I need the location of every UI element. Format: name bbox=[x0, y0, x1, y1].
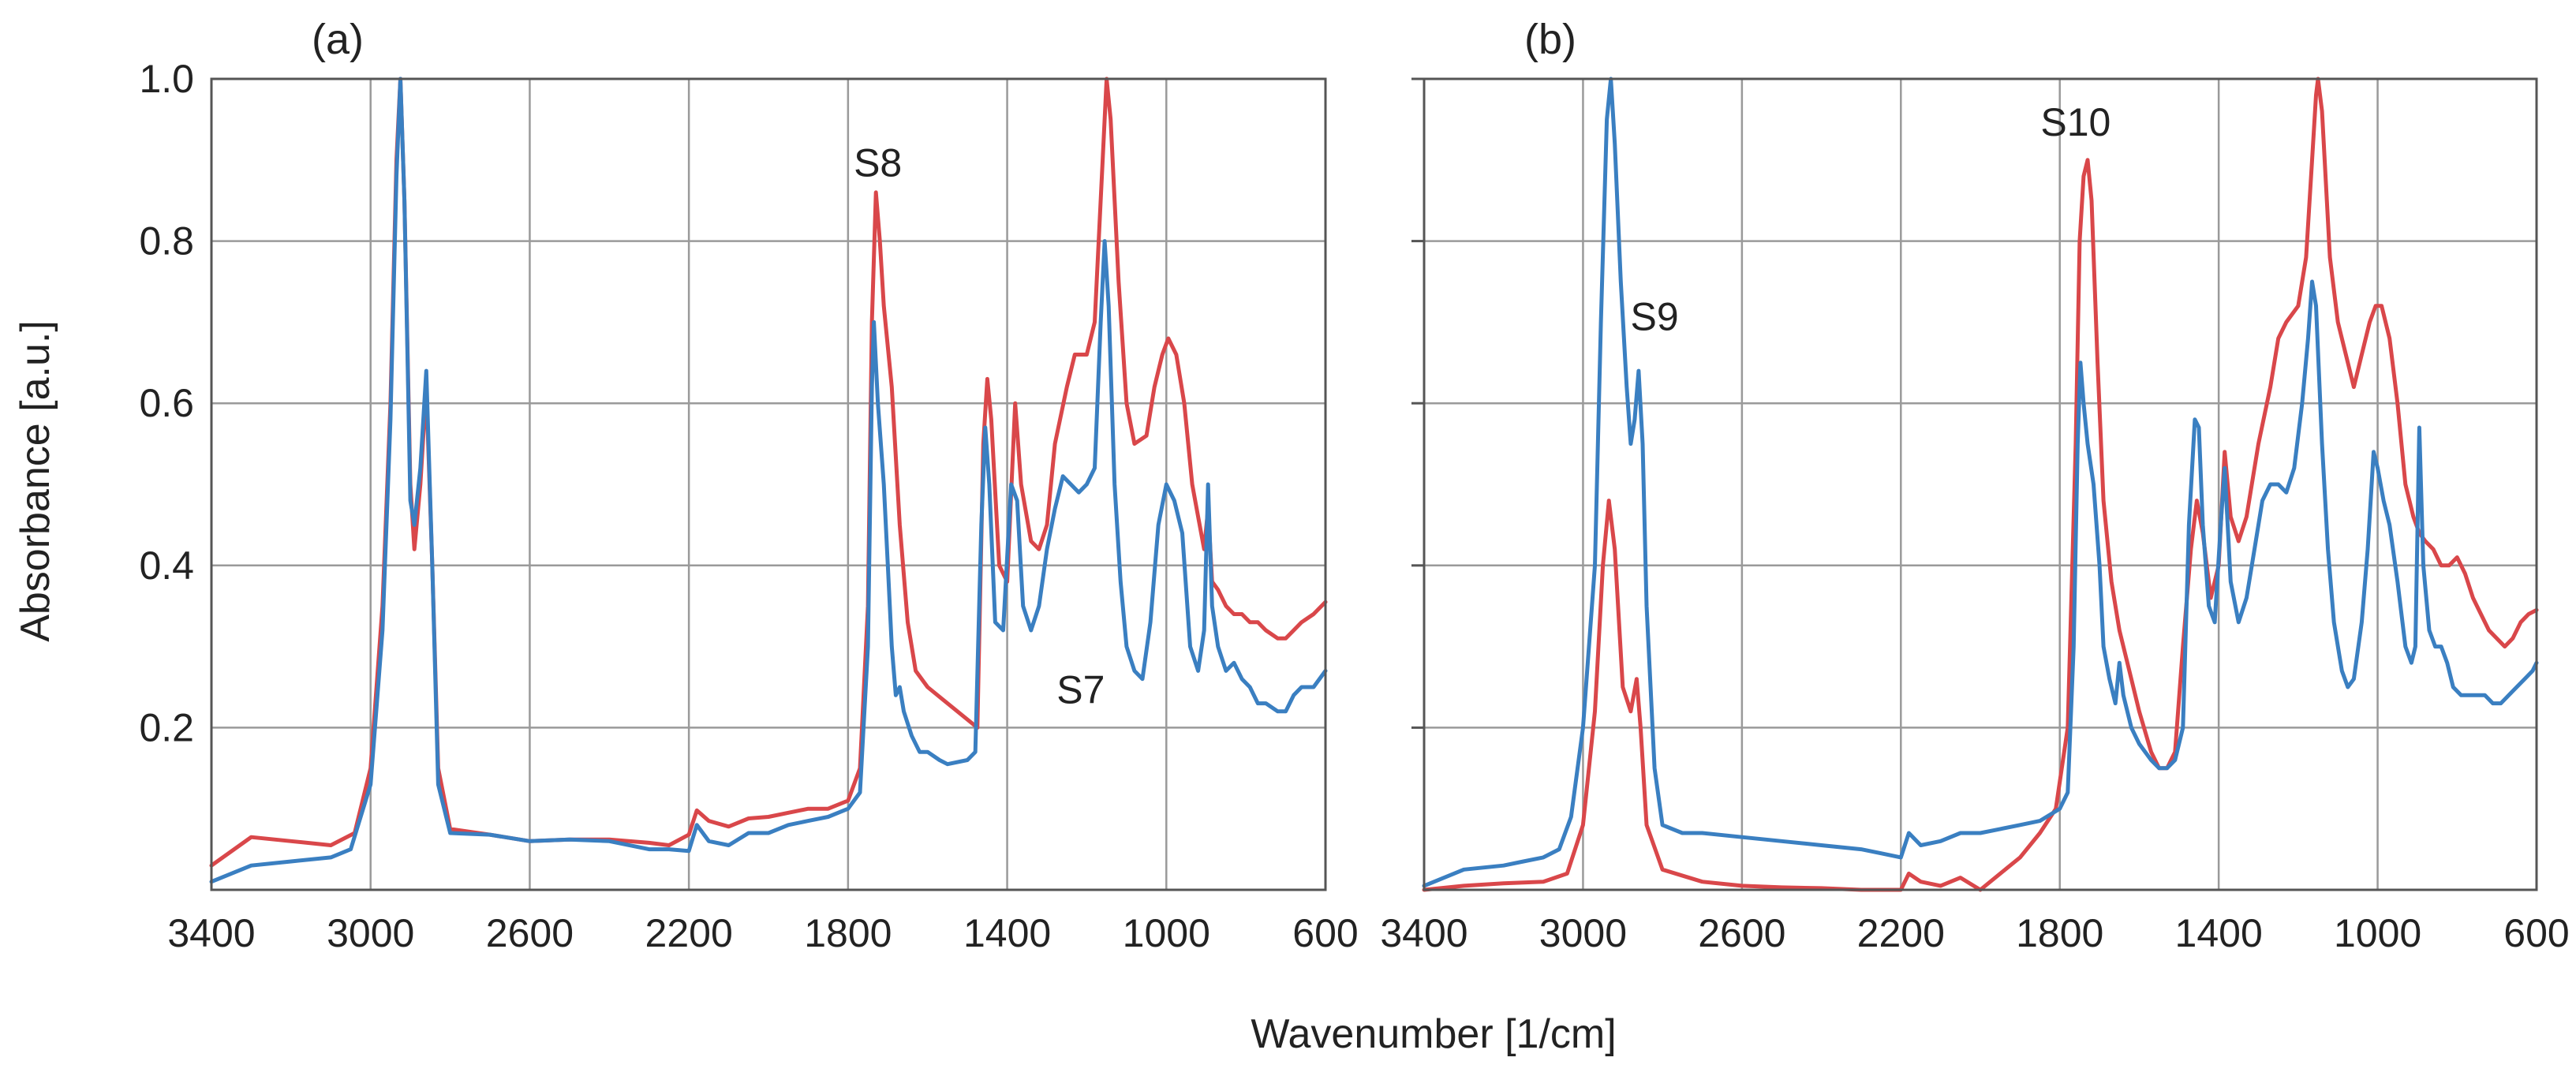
y-tick-label: 0.4 bbox=[139, 544, 194, 588]
panel-label: (a) bbox=[312, 16, 364, 63]
y-tick-label: 1.0 bbox=[139, 57, 194, 101]
series-line-blue bbox=[209, 77, 1328, 884]
x-tick-label: 1400 bbox=[963, 911, 1051, 955]
x-tick-label: 2200 bbox=[645, 911, 733, 955]
series-line-red bbox=[209, 77, 1328, 868]
x-tick-label: 1400 bbox=[2175, 911, 2263, 955]
series-line-blue bbox=[1422, 77, 2539, 888]
x-tick-label: 2200 bbox=[1857, 911, 1945, 955]
plot-frame bbox=[1423, 77, 2538, 891]
y-tick-label: 0.8 bbox=[139, 219, 194, 263]
x-tick-label: 3000 bbox=[327, 911, 414, 955]
x-tick-label: 3000 bbox=[1539, 911, 1627, 955]
x-axis-title: Wavenumber [1/cm] bbox=[1251, 1011, 1616, 1057]
annotation-label: S10 bbox=[2040, 100, 2111, 144]
x-tick-label: 600 bbox=[1292, 911, 1358, 955]
y-tick-label: 0.6 bbox=[139, 381, 194, 425]
annotation-label: S9 bbox=[1630, 295, 1678, 339]
x-tick-label: 3400 bbox=[1380, 911, 1467, 955]
panel-a: 3400 3000 2600 2200 1800 1400 1000 600 0.2 0.4 0.6… bbox=[139, 16, 1358, 955]
series-line-red bbox=[1422, 77, 2539, 892]
y-axis-title: Absorbance [a.u.] bbox=[13, 320, 58, 642]
x-tick-label: 1800 bbox=[804, 911, 892, 955]
panel-b: 3400 3000 2600 2200 1800 1400 1000 600 (b) S9 S10 bbox=[1380, 16, 2569, 955]
x-tick-label: 2600 bbox=[1698, 911, 1785, 955]
x-tick-label: 1800 bbox=[2016, 911, 2103, 955]
annotation-label: S7 bbox=[1056, 668, 1105, 712]
x-tick-label: 2600 bbox=[486, 911, 574, 955]
x-tick-label: 1000 bbox=[2334, 911, 2421, 955]
panel-label: (b) bbox=[1524, 16, 1576, 63]
x-tick-label: 600 bbox=[2503, 911, 2569, 955]
x-tick-label: 1000 bbox=[1123, 911, 1210, 955]
annotation-label: S8 bbox=[854, 140, 902, 185]
plot-frame bbox=[210, 77, 1327, 891]
y-tick-label: 0.2 bbox=[139, 705, 194, 749]
x-tick-label: 3400 bbox=[167, 911, 255, 955]
